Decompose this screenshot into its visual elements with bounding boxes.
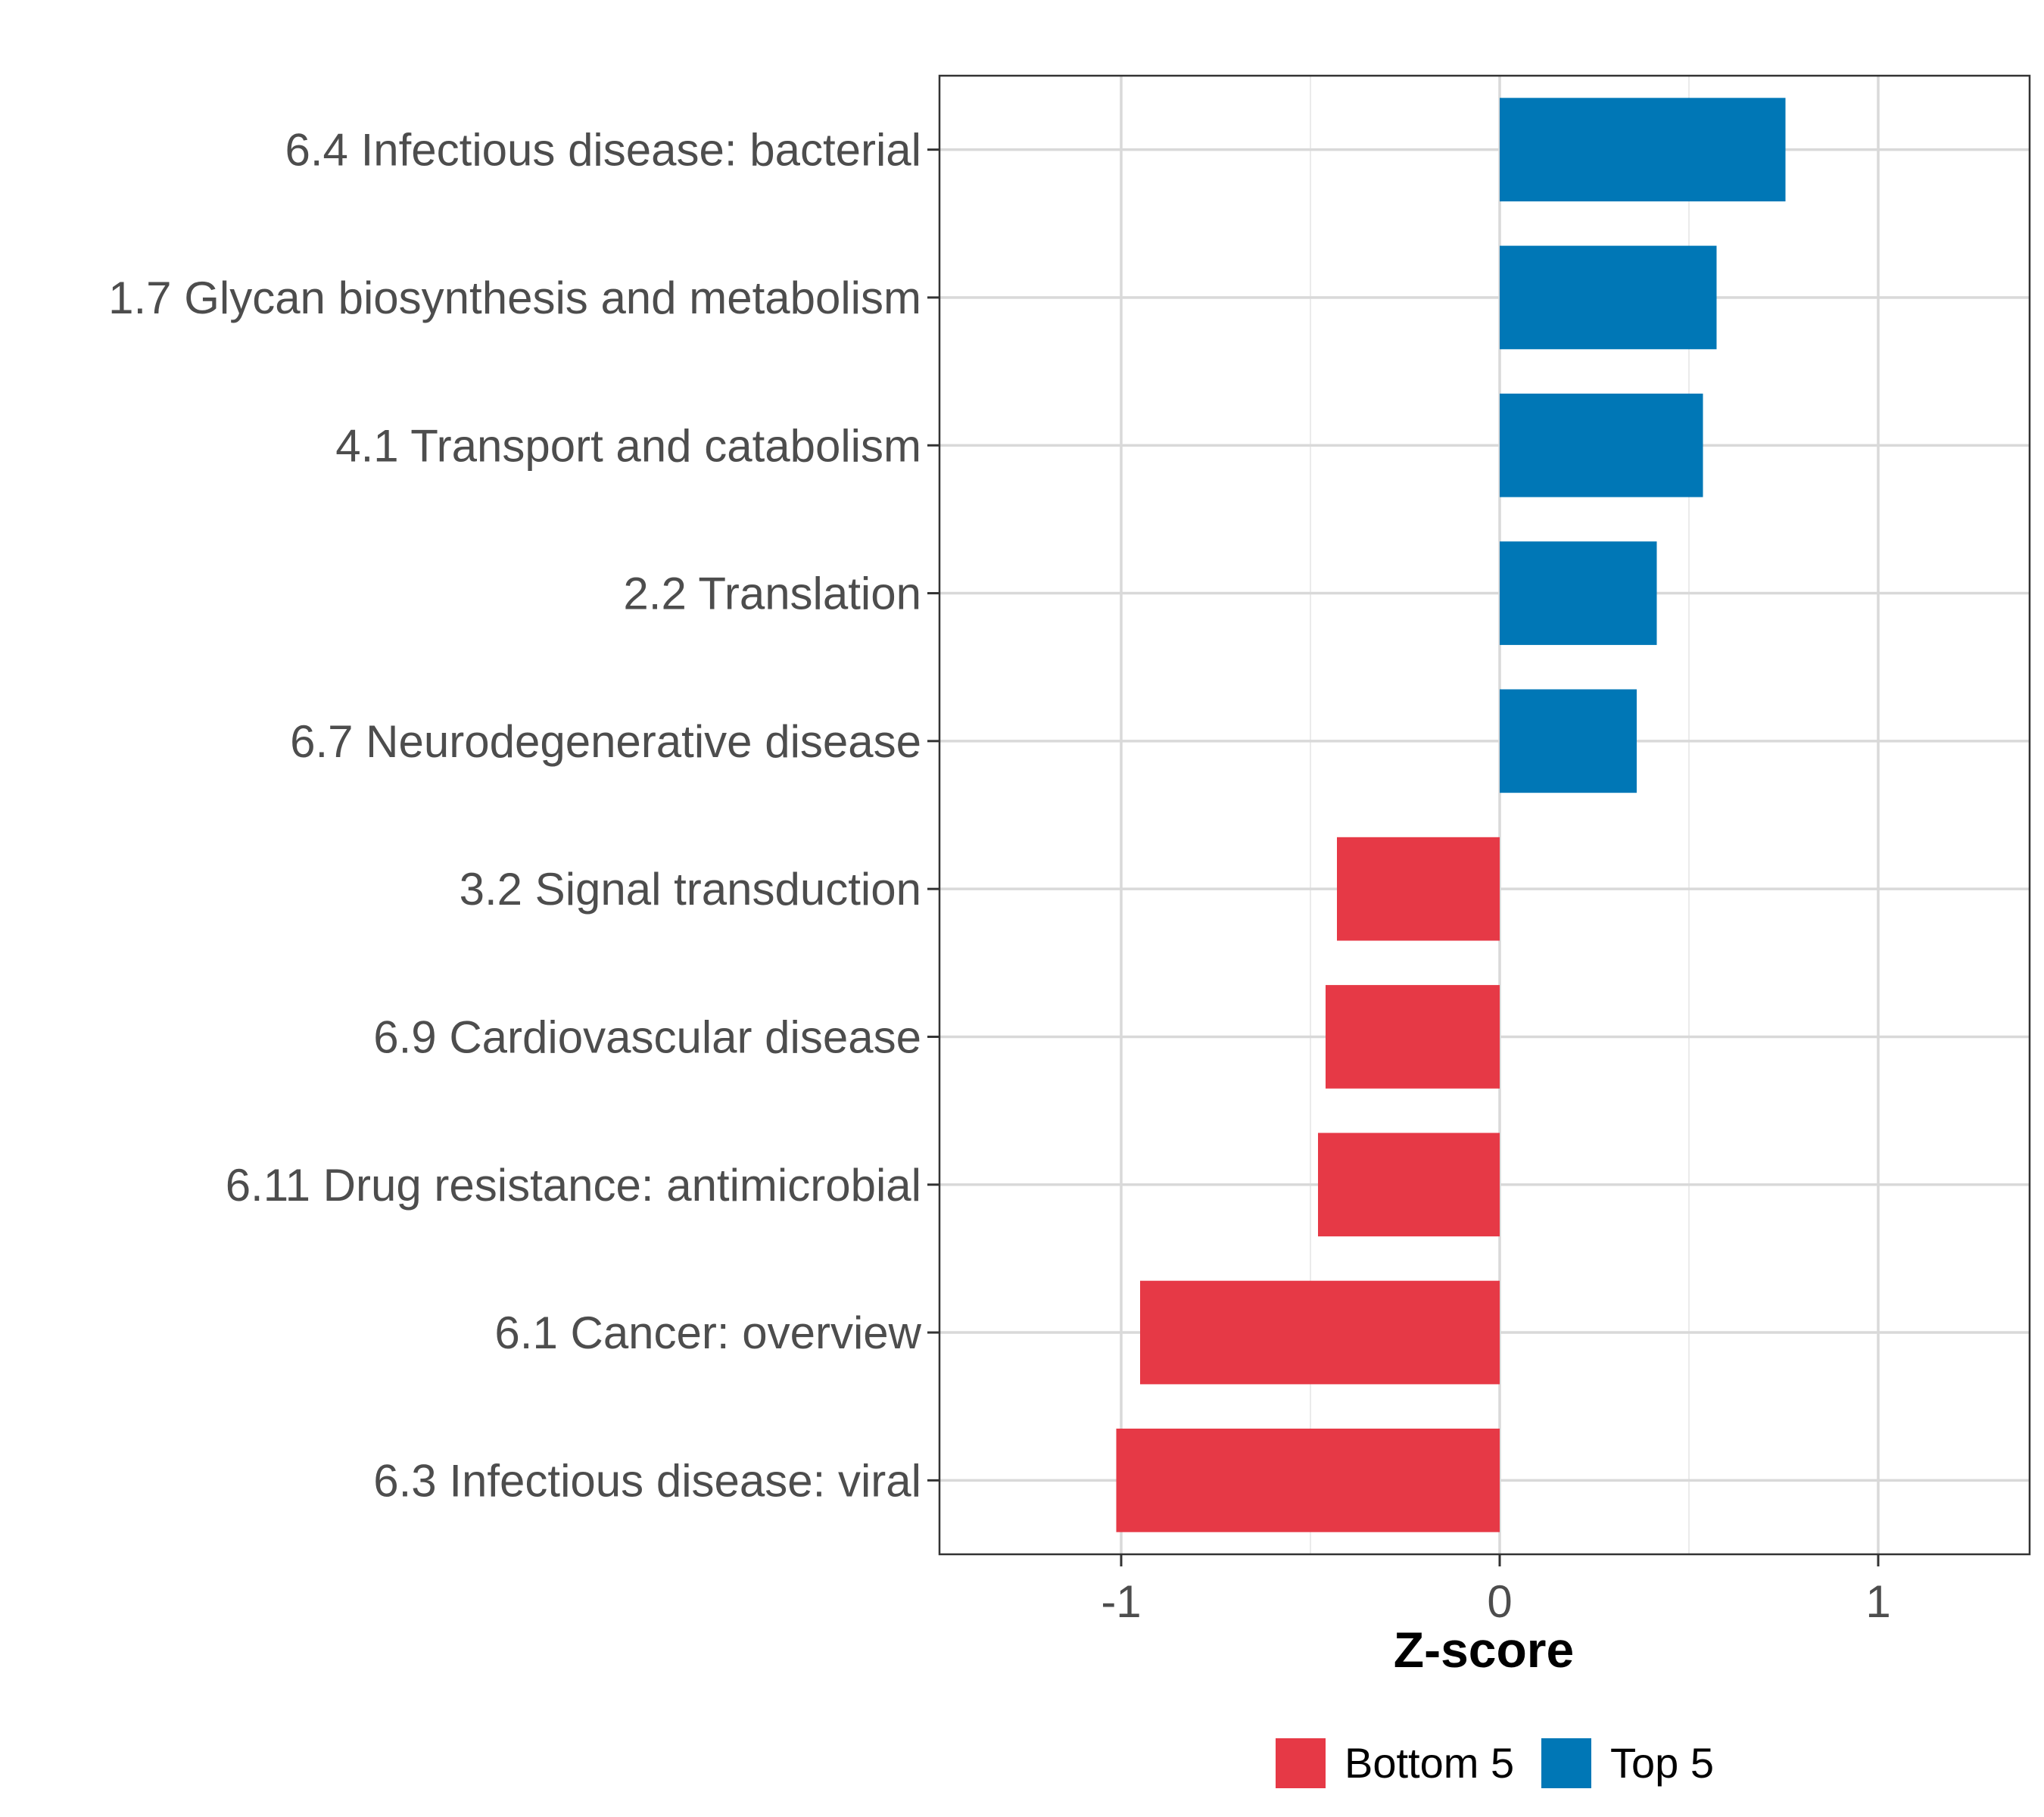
- bar: [1318, 1133, 1500, 1237]
- x-tick-label: 1: [1865, 1576, 1890, 1627]
- bar: [1116, 1428, 1500, 1532]
- bar: [1337, 837, 1500, 941]
- legend-label: Bottom 5: [1344, 1739, 1514, 1787]
- y-tick-label: 3.2 Signal transduction: [460, 864, 921, 915]
- bars-group: [1116, 98, 1786, 1532]
- y-tick-label: 2.2 Translation: [623, 569, 921, 619]
- bar: [1500, 393, 1703, 497]
- plot-panel-border: [938, 74, 2031, 1556]
- y-tick-label: 4.1 Transport and catabolism: [335, 420, 921, 471]
- legend: Bottom 5 Top 5: [1276, 1738, 1714, 1788]
- bar: [1140, 1280, 1500, 1385]
- bar: [1500, 98, 1786, 202]
- y-tick-label: 6.7 Neurodegenerative disease: [290, 716, 921, 767]
- bar: [1500, 245, 1717, 350]
- x-axis: -1 0 1: [1101, 1554, 1891, 1627]
- y-tick-label: 6.1 Cancer: overview: [494, 1307, 921, 1358]
- x-axis-title: Z-score: [1394, 1622, 1574, 1678]
- legend-key: [1541, 1738, 1591, 1788]
- y-tick-label: 6.3 Infectious disease: viral: [373, 1455, 921, 1506]
- legend-key: [1276, 1738, 1326, 1788]
- y-tick-label: 6.9 Cardiovascular disease: [373, 1011, 921, 1062]
- x-tick-label: 0: [1487, 1576, 1512, 1627]
- bar: [1500, 689, 1637, 793]
- bar: [1326, 985, 1500, 1089]
- y-axis: 6.4 Infectious disease: bacterial 1.7 Gly…: [108, 125, 939, 1506]
- y-tick-label: 6.11 Drug resistance: antimicrobial: [226, 1160, 921, 1211]
- y-tick-label: 6.4 Infectious disease: bacterial: [285, 125, 922, 176]
- x-tick-label: -1: [1101, 1576, 1141, 1627]
- y-tick-label: 1.7 Glycan biosynthesis and metabolism: [108, 273, 921, 323]
- legend-label: Top 5: [1610, 1739, 1714, 1787]
- bar: [1500, 541, 1657, 645]
